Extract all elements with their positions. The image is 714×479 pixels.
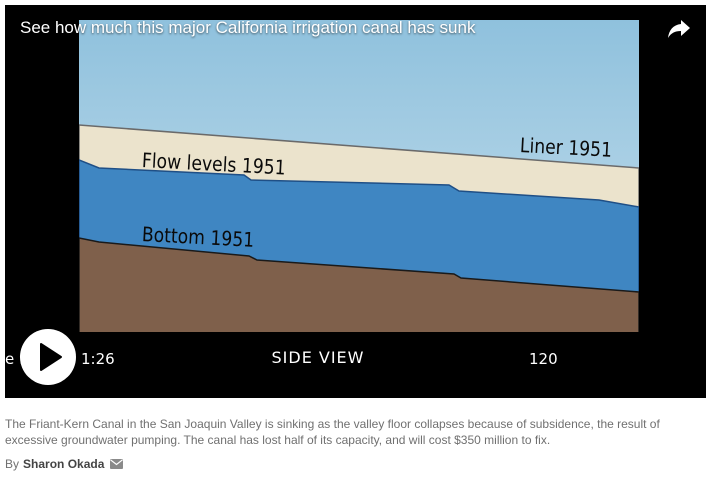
video-title: See how much this major California irrig… (20, 18, 476, 37)
bottom-band (79, 332, 639, 398)
video-player[interactable]: Flow levels 1951 Liner 1951 Bottom 1951 … (5, 5, 706, 398)
share-arrow-icon (668, 20, 690, 38)
video-duration: 1:26 (81, 350, 115, 368)
byline-prefix: By (5, 457, 20, 471)
side-view-label: SIDE VIEW (271, 348, 365, 367)
share-button[interactable] (666, 17, 692, 41)
author-link[interactable]: Sharon Okada (23, 457, 105, 471)
byline: By Sharon Okada (5, 457, 124, 471)
envelope-icon[interactable] (110, 459, 124, 469)
milepost-end-label: 120 (529, 350, 558, 368)
canal-diagram (79, 20, 639, 398)
play-icon (40, 343, 62, 371)
liner-label: Liner 1951 (519, 133, 613, 162)
video-caption: The Friant-Kern Canal in the San Joaquin… (5, 417, 660, 447)
video-frame (79, 20, 639, 398)
play-button[interactable] (20, 329, 76, 385)
